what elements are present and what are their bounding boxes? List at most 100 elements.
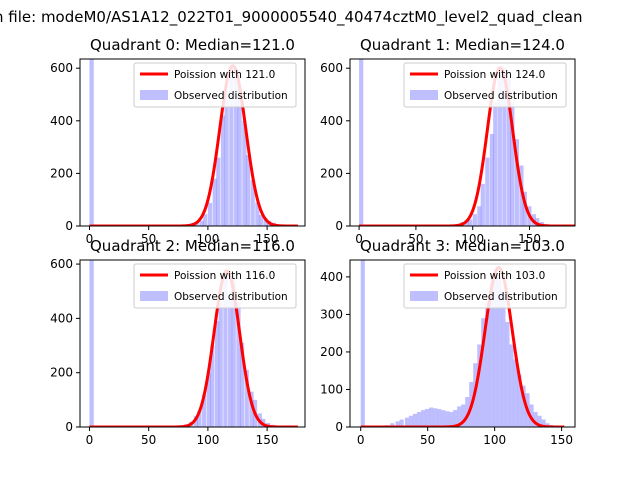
- histogram-bar: [408, 415, 414, 427]
- legend-box: [403, 62, 567, 108]
- legend-bar-swatch: [140, 291, 168, 301]
- x-tick-label: 150: [518, 232, 541, 246]
- histogram-bar: [541, 419, 546, 427]
- histogram-bar: [249, 391, 254, 427]
- legend-box: [133, 263, 297, 309]
- y-tick-label: 400: [320, 270, 343, 284]
- histogram-bar: [220, 115, 226, 226]
- y-tick-label: 400: [320, 114, 343, 128]
- histogram-bar: [453, 410, 458, 427]
- poisson-fit-line: [359, 66, 575, 226]
- histogram-bar: [425, 408, 430, 427]
- legend-label-observed: Observed distribution: [444, 90, 558, 102]
- plot-area: [89, 59, 298, 226]
- histogram-bar: [521, 385, 526, 427]
- panel-title: Quadrant 1: Median=124.0: [360, 36, 565, 54]
- histogram-bar: [513, 359, 518, 427]
- histogram-bar: [201, 394, 207, 427]
- histogram-bar: [510, 102, 515, 226]
- figure-suptitle: n file: modeM0/AS1A12_022T01_9000005540_…: [0, 8, 583, 27]
- histogram-bar: [509, 344, 514, 427]
- x-tick-label: 0: [355, 232, 363, 246]
- y-tick-label: 200: [320, 166, 343, 180]
- histogram-bar: [433, 408, 438, 427]
- histogram-bar: [207, 202, 213, 226]
- histogram-bar: [236, 302, 241, 427]
- panel-quadrant-2: 0 50 100 150 0 200 400 600 Poission with 116.0 Ob…: [50, 237, 306, 447]
- legend: Poission with 124.0 Observed distribution: [403, 62, 567, 108]
- axes-frame: [349, 58, 576, 227]
- histogram-bar: [197, 410, 202, 427]
- histogram-bar: [437, 408, 442, 427]
- y-tick-label: 400: [50, 311, 73, 325]
- histogram-bar: [231, 274, 236, 427]
- legend-label-fit: Poission with 121.0: [174, 69, 275, 81]
- histogram-bar: [522, 191, 527, 226]
- histogram-bar: [506, 78, 512, 226]
- histogram-bar: [449, 411, 454, 427]
- legend-bar-swatch: [410, 90, 438, 100]
- histogram-bar: [519, 165, 524, 226]
- histogram-bar: [212, 178, 217, 226]
- y-tick-label: 100: [320, 382, 343, 396]
- legend: Poission with 116.0 Observed distribution: [133, 263, 297, 309]
- histogram-bar: [263, 218, 268, 226]
- histogram-bar: [477, 344, 482, 427]
- x-tick-label: 100: [461, 232, 484, 246]
- histogram-bar: [399, 419, 404, 427]
- histogram-bar: [237, 86, 242, 226]
- histogram-bar: [404, 417, 410, 427]
- legend-label-fit: Poission with 103.0: [444, 270, 545, 282]
- histogram-bar: [250, 179, 255, 226]
- legend-label-fit: Poission with 116.0: [174, 270, 275, 282]
- plot-area: [89, 260, 298, 427]
- x-tick-label: 150: [256, 232, 279, 246]
- histogram-bar: [206, 372, 211, 427]
- histogram-bar: [223, 274, 228, 427]
- panel-title: Quadrant 0: Median=121.0: [90, 36, 295, 54]
- x-tick-label: 0: [86, 232, 94, 246]
- histogram-bar: [239, 342, 245, 427]
- axes-frame: [79, 259, 306, 428]
- y-tick-label: 0: [335, 420, 343, 434]
- y-tick-label: 400: [50, 114, 73, 128]
- histogram-bar: [224, 91, 229, 226]
- histogram-bar: [193, 416, 198, 427]
- histogram-bar: [255, 202, 260, 226]
- histogram-bar: [89, 260, 94, 427]
- histogram-bar: [493, 102, 498, 226]
- histogram-bar: [258, 214, 264, 226]
- histogram-bar: [477, 206, 482, 226]
- legend-box: [403, 263, 567, 309]
- histogram-bar: [489, 133, 494, 226]
- histogram-bar: [535, 218, 540, 226]
- panel-quadrant-1: 0 50 100 150 0 200 400 600 Poission with 124.0 Ob…: [320, 36, 576, 246]
- histogram-bar: [493, 276, 498, 427]
- histogram-bar: [229, 65, 234, 226]
- axes-frame: [349, 259, 576, 428]
- y-tick-label: 200: [320, 345, 343, 359]
- histogram-bar: [489, 284, 494, 427]
- x-tick-label: 50: [420, 433, 435, 447]
- legend: Poission with 121.0 Observed distribution: [133, 62, 297, 108]
- histogram-bar: [537, 415, 542, 427]
- histogram-bar: [360, 260, 365, 427]
- y-tick-label: 200: [50, 166, 73, 180]
- histogram-bar: [441, 410, 446, 427]
- legend-bar-swatch: [140, 90, 168, 100]
- histogram-bar: [420, 410, 426, 427]
- legend: Poission with 103.0 Observed distribution: [403, 263, 567, 309]
- histogram-bar: [203, 214, 208, 226]
- y-tick-label: 300: [320, 307, 343, 321]
- panel-quadrant-3: 0 50 100 150 0 100 200 300 400 Poission with 103.…: [320, 237, 576, 447]
- histogram-bar: [497, 276, 502, 427]
- poisson-fit-line: [89, 269, 298, 427]
- poisson-fit-line: [360, 265, 565, 427]
- histogram-bar: [233, 68, 239, 226]
- histogram-bar: [216, 157, 221, 226]
- histogram-bar: [412, 413, 418, 427]
- axes-frame: [79, 58, 306, 227]
- legend-box: [133, 62, 297, 108]
- panel-quadrant-0: 0 50 100 150 0 200 400 600 Poission with 121.0 Ob…: [50, 36, 306, 246]
